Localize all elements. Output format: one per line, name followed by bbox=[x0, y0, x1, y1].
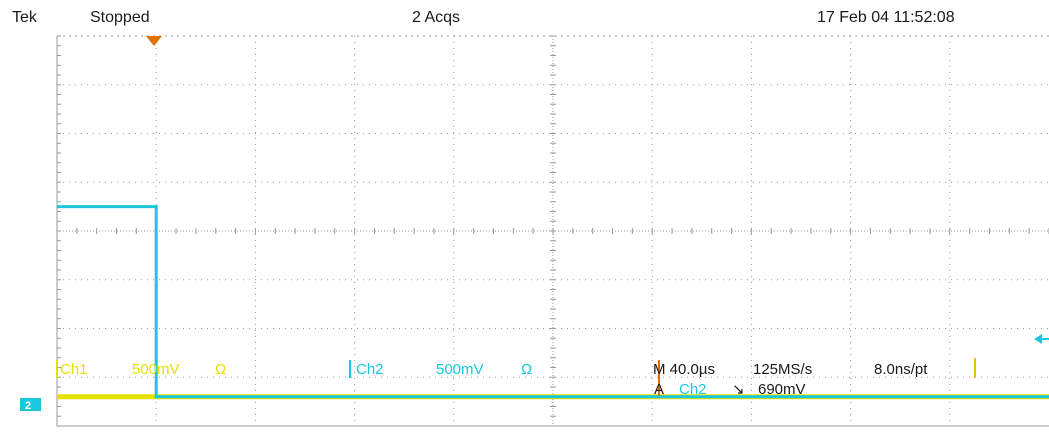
ch1-label: Ch1 bbox=[60, 361, 88, 378]
trigger-level-readout: 690mV bbox=[758, 381, 806, 398]
trigger-source: Ch2 bbox=[679, 381, 707, 398]
ch1-coupling: Ω bbox=[215, 361, 226, 378]
ch2-coupling: Ω bbox=[521, 361, 532, 378]
ch2-label: Ch2 bbox=[356, 361, 384, 378]
ch2-scale: 500mV bbox=[436, 361, 484, 378]
resolution-readout: 8.0ns/pt bbox=[874, 361, 928, 378]
trigger-source-prefix: A bbox=[654, 381, 664, 398]
sample-rate-readout: 125MS/s bbox=[753, 361, 812, 378]
timebase-readout: M 40.0µs bbox=[653, 361, 715, 378]
trigger-level-arrow-icon bbox=[1034, 334, 1042, 344]
trigger-position-icon bbox=[146, 36, 162, 46]
ch2-ground-marker: 2 bbox=[20, 398, 41, 412]
graticule bbox=[56, 35, 1049, 427]
ch2-marker-label: 2 bbox=[25, 400, 31, 412]
timestamp: 17 Feb 04 11:52:08 bbox=[817, 9, 955, 26]
run-state: Stopped bbox=[90, 9, 150, 26]
trace-ch2 bbox=[57, 205, 1049, 399]
waveform-traces bbox=[57, 205, 1049, 400]
brand-label: Tek bbox=[12, 9, 37, 26]
acquisition-count: 2 Acqs bbox=[412, 9, 461, 26]
ch1-scale: 500mV bbox=[132, 361, 180, 378]
trigger-slope-icon: ↘ bbox=[732, 381, 745, 398]
